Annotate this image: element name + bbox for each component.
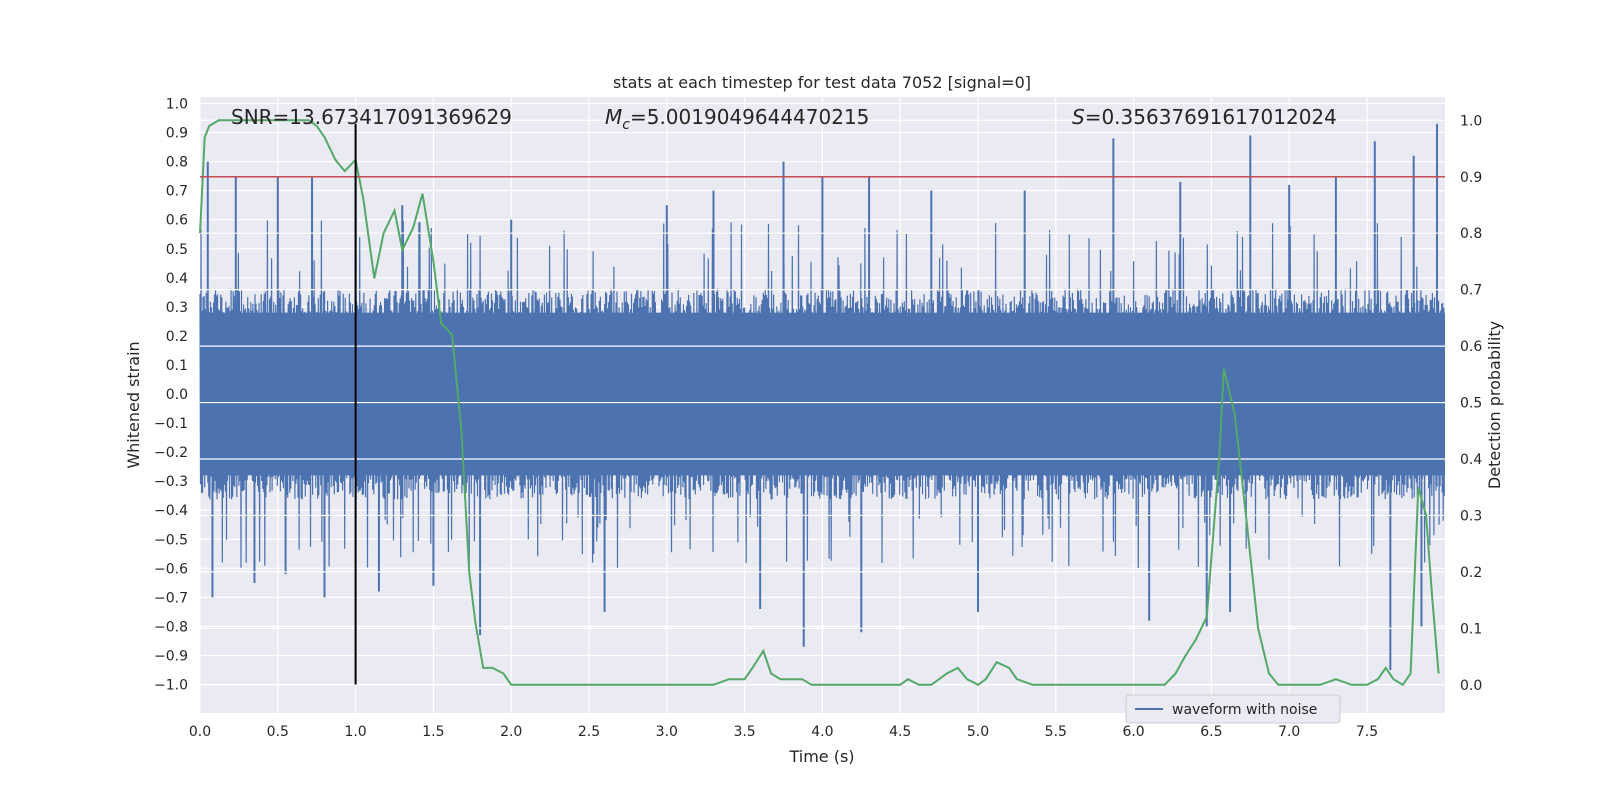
y-left-tick-label: −0.4 — [154, 503, 188, 519]
y-left-tick-label: 0.4 — [166, 271, 188, 287]
y-right-tick-labels: 1.0 0.9 0.8 0.7 0.6 0.5 0.4 0.3 0.2 0.1 0.0 — [1460, 113, 1482, 694]
y-right-tick-label: 0.0 — [1460, 678, 1482, 694]
mc-value: =5.0019049644470215 — [630, 105, 869, 129]
y-left-tick-label: 0.0 — [166, 387, 188, 403]
x-tick-label: 6.0 — [1122, 724, 1144, 740]
y-left-tick-label: 0.1 — [166, 358, 188, 374]
y-left-tick-label: 0.8 — [166, 155, 188, 171]
reference-lines — [200, 123, 1445, 685]
detection-probability-series — [199, 119, 1440, 687]
legend: waveform with noise — [1125, 694, 1341, 724]
legend-entry-waveform: waveform with noise — [1172, 702, 1317, 718]
x-tick-label: 1.0 — [344, 724, 366, 740]
y-left-tick-label: 0.3 — [166, 300, 188, 316]
x-axis-label: Time (s) — [788, 747, 854, 766]
chart-title: stats at each timestep for test data 705… — [613, 73, 1031, 92]
y-right-tick-label: 0.5 — [1460, 396, 1482, 412]
y-left-tick-label: 0.2 — [166, 329, 188, 345]
legend-box — [1125, 694, 1341, 724]
y-right-tick-label: 0.2 — [1460, 565, 1482, 581]
x-tick-label: 0.5 — [267, 724, 289, 740]
y-left-tick-labels: 1.0 0.9 0.8 0.7 0.6 0.5 0.4 0.3 0.2 0.1 0.0 −0.1 −0.… — [154, 97, 188, 694]
y-left-tick-label: 1.0 — [166, 97, 188, 113]
s-annotation: S=0.35637691617012024 — [1072, 105, 1337, 129]
y-left-tick-label: 0.9 — [166, 126, 188, 142]
y-right-tick-label: 0.4 — [1460, 452, 1482, 468]
x-tick-label: 1.5 — [422, 724, 444, 740]
y-right-tick-label: 0.8 — [1460, 226, 1482, 242]
x-tick-labels: 0.0 0.5 1.0 1.5 2.0 2.5 3.0 3.5 4.0 4.5 5.0 5.5 6.0 6… — [189, 724, 1378, 740]
y-right-axis-label: Detection probability — [1485, 321, 1504, 489]
x-tick-label: 7.5 — [1356, 724, 1378, 740]
x-tick-label: 5.5 — [1045, 724, 1067, 740]
y-right-tick-label: 0.7 — [1460, 283, 1482, 299]
y-right-tick-label: 1.0 — [1460, 113, 1482, 129]
x-tick-label: 3.5 — [733, 724, 755, 740]
y-left-tick-label: −0.3 — [154, 474, 188, 490]
y-left-tick-label: 0.7 — [166, 184, 188, 200]
y-left-axis-label: Whitened strain — [124, 341, 143, 468]
s-value: =0.35637691617012024 — [1085, 105, 1337, 129]
x-tick-label: 2.0 — [500, 724, 522, 740]
x-tick-label: 3.0 — [656, 724, 678, 740]
y-left-tick-label: −0.7 — [154, 590, 188, 606]
x-tick-label: 7.0 — [1278, 724, 1300, 740]
waveform-series — [199, 123, 1445, 670]
snr-annotation: SNR=13.673417091369629 — [231, 105, 512, 129]
x-tick-label: 0.0 — [189, 724, 211, 740]
chirp-mass-annotation: Mc=5.0019049644470215 — [605, 105, 869, 133]
y-left-tick-label: −0.8 — [154, 619, 188, 635]
detection-probability-line — [199, 119, 1440, 687]
y-left-tick-label: −1.0 — [154, 678, 188, 694]
y-left-tick-label: −0.2 — [154, 445, 188, 461]
x-tick-label: 2.5 — [578, 724, 600, 740]
y-right-tick-label: 0.1 — [1460, 621, 1482, 637]
x-tick-label: 5.0 — [967, 724, 989, 740]
x-tick-label: 6.5 — [1200, 724, 1222, 740]
mc-subscript: c — [622, 117, 630, 133]
y-left-tick-label: 0.5 — [166, 242, 188, 258]
mc-symbol: M — [605, 105, 622, 129]
y-left-tick-label: −0.9 — [154, 648, 188, 664]
y-left-tick-label: 0.6 — [166, 213, 188, 229]
y-right-tick-label: 0.9 — [1460, 170, 1482, 186]
y-right-tick-label: 0.3 — [1460, 508, 1482, 524]
y-left-tick-label: −0.5 — [154, 532, 188, 548]
s-symbol: S — [1072, 105, 1085, 129]
x-tick-label: 4.0 — [811, 724, 833, 740]
y-left-tick-label: −0.6 — [154, 561, 188, 577]
y-left-tick-label: −0.1 — [154, 416, 188, 432]
x-tick-label: 4.5 — [889, 724, 911, 740]
y-right-tick-label: 0.6 — [1460, 339, 1482, 355]
